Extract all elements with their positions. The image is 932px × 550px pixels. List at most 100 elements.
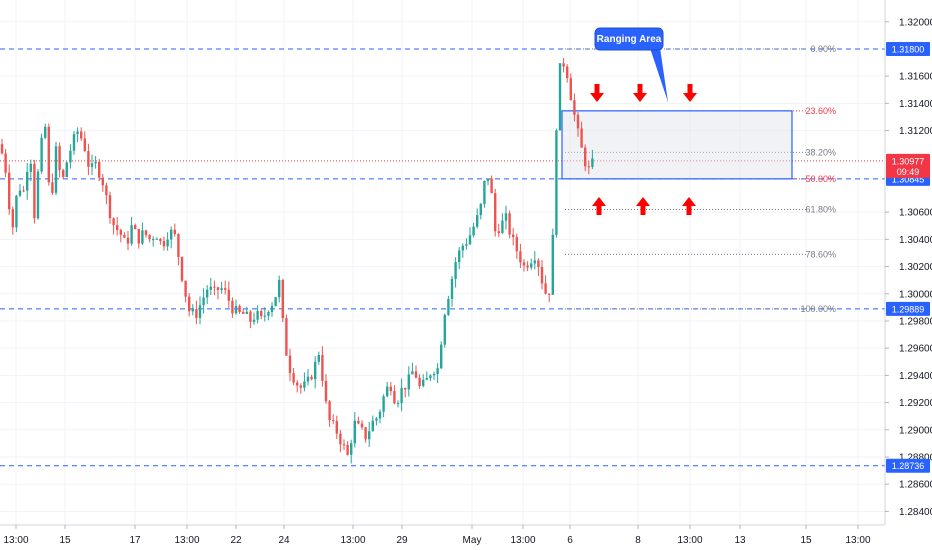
candle-body: [123, 234, 126, 238]
candle-body: [558, 63, 562, 131]
fib-level-label: 23.60%: [805, 106, 836, 116]
candle-body: [350, 443, 353, 455]
up-arrow-icon: [636, 197, 650, 215]
candle-body: [458, 250, 461, 263]
candle-body: [44, 126, 47, 138]
candle-body: [339, 433, 342, 445]
level-price-tag-label: 1.30845: [892, 174, 925, 184]
y-tick-label: 1.29400: [899, 371, 932, 382]
candle-body: [357, 420, 360, 424]
candle-body: [234, 305, 238, 314]
candle-body: [328, 401, 331, 421]
candle-body: [292, 373, 295, 383]
down-arrow-icon: [633, 84, 647, 102]
candle-body: [566, 66, 569, 79]
x-tick-label: 13:00: [340, 535, 365, 546]
candle-body: [245, 311, 248, 314]
candle-body: [112, 218, 115, 226]
candle-body: [314, 361, 317, 380]
candle-body: [216, 287, 220, 290]
candle-body: [188, 296, 191, 312]
candle-body: [116, 225, 119, 230]
fib-level-label: 0.00%: [810, 44, 836, 54]
candle-body: [155, 238, 158, 240]
price-axis[interactable]: 1.32000 1.31600 1.31400 1.31200 1.30600 1.304…: [884, 0, 932, 525]
current-price-tag: [886, 153, 930, 178]
candle-body: [389, 386, 392, 392]
candle-body: [436, 368, 439, 375]
candle-body: [317, 355, 320, 362]
candle-body: [170, 229, 173, 240]
candle-body: [537, 260, 540, 267]
candle-body: [65, 162, 68, 177]
candle-body: [476, 215, 479, 227]
candle-body: [540, 266, 544, 284]
down-arrow-icon: [683, 84, 697, 102]
candle-body: [450, 278, 454, 299]
candle-body: [324, 380, 328, 402]
level-price-tag: [886, 458, 930, 473]
candle-body: [90, 163, 94, 167]
candle-body: [184, 280, 187, 297]
candle-body: [299, 385, 302, 388]
candle-body: [447, 298, 450, 315]
candle-body: [69, 150, 72, 163]
y-tick-label: 1.30600: [899, 208, 932, 219]
ranging-area-callout[interactable]: Ranging Area: [594, 27, 668, 102]
candle-body: [76, 131, 79, 135]
direction-arrows: [590, 84, 697, 215]
candle-body: [429, 375, 432, 379]
candle-body: [11, 209, 14, 228]
x-tick-label: May: [463, 535, 482, 546]
candle-body: [371, 420, 374, 432]
candle-body: [270, 305, 274, 313]
candle-body: [0, 144, 4, 154]
candle-body: [508, 213, 511, 235]
fibonacci-retracement[interactable]: 0.00% 23.60% 38.20% 50.00% 61.80% 78.60% 100.0…: [565, 44, 836, 314]
up-arrow-icon: [682, 197, 696, 215]
candle-body: [533, 260, 536, 264]
candle-body: [321, 355, 324, 381]
up-arrow-icon: [592, 197, 606, 215]
time-axis[interactable]: 13:00 15 17 13:00 22 24 13:00 29 May 13:00 6 8 13:00…: [0, 524, 885, 546]
candle-body: [386, 386, 389, 397]
candle-body: [119, 229, 122, 235]
candle-body: [180, 256, 184, 281]
candle-body: [407, 374, 410, 390]
candle-body: [238, 305, 241, 313]
candle-body: [152, 239, 155, 241]
candle-body: [36, 171, 40, 219]
candle-body: [51, 182, 54, 193]
fib-level-label: 38.20%: [805, 147, 836, 157]
candle-body: [288, 355, 292, 374]
candle-body: [400, 387, 403, 404]
x-tick-label: 13:00: [174, 535, 199, 546]
candle-body: [191, 309, 194, 312]
candle-body: [332, 420, 335, 422]
y-tick-label: 1.31200: [899, 126, 932, 137]
candle-body: [278, 279, 281, 298]
candle-body: [62, 170, 65, 177]
x-tick-label: 13:00: [510, 535, 535, 546]
candle-body: [522, 262, 526, 266]
candle-body: [414, 371, 418, 378]
candle-body: [94, 161, 97, 164]
ranging-area-box[interactable]: [561, 110, 793, 180]
countdown-label: 09:49: [897, 167, 920, 177]
x-tick-label: 13:00: [845, 535, 870, 546]
candle-body: [504, 213, 508, 221]
candle-body: [267, 312, 270, 316]
candle-body: [227, 289, 230, 301]
level-price-tag: [886, 41, 930, 56]
candle-body: [285, 318, 288, 356]
candle-body: [159, 238, 162, 242]
x-tick-label: 13:00: [677, 535, 702, 546]
candle-body: [134, 225, 137, 229]
candle-body: [562, 63, 565, 67]
candle-body: [461, 245, 464, 251]
level-price-tag: [886, 301, 930, 316]
candle-body: [249, 311, 252, 322]
fib-level-label: 78.60%: [805, 249, 836, 259]
candle-body: [166, 239, 169, 247]
